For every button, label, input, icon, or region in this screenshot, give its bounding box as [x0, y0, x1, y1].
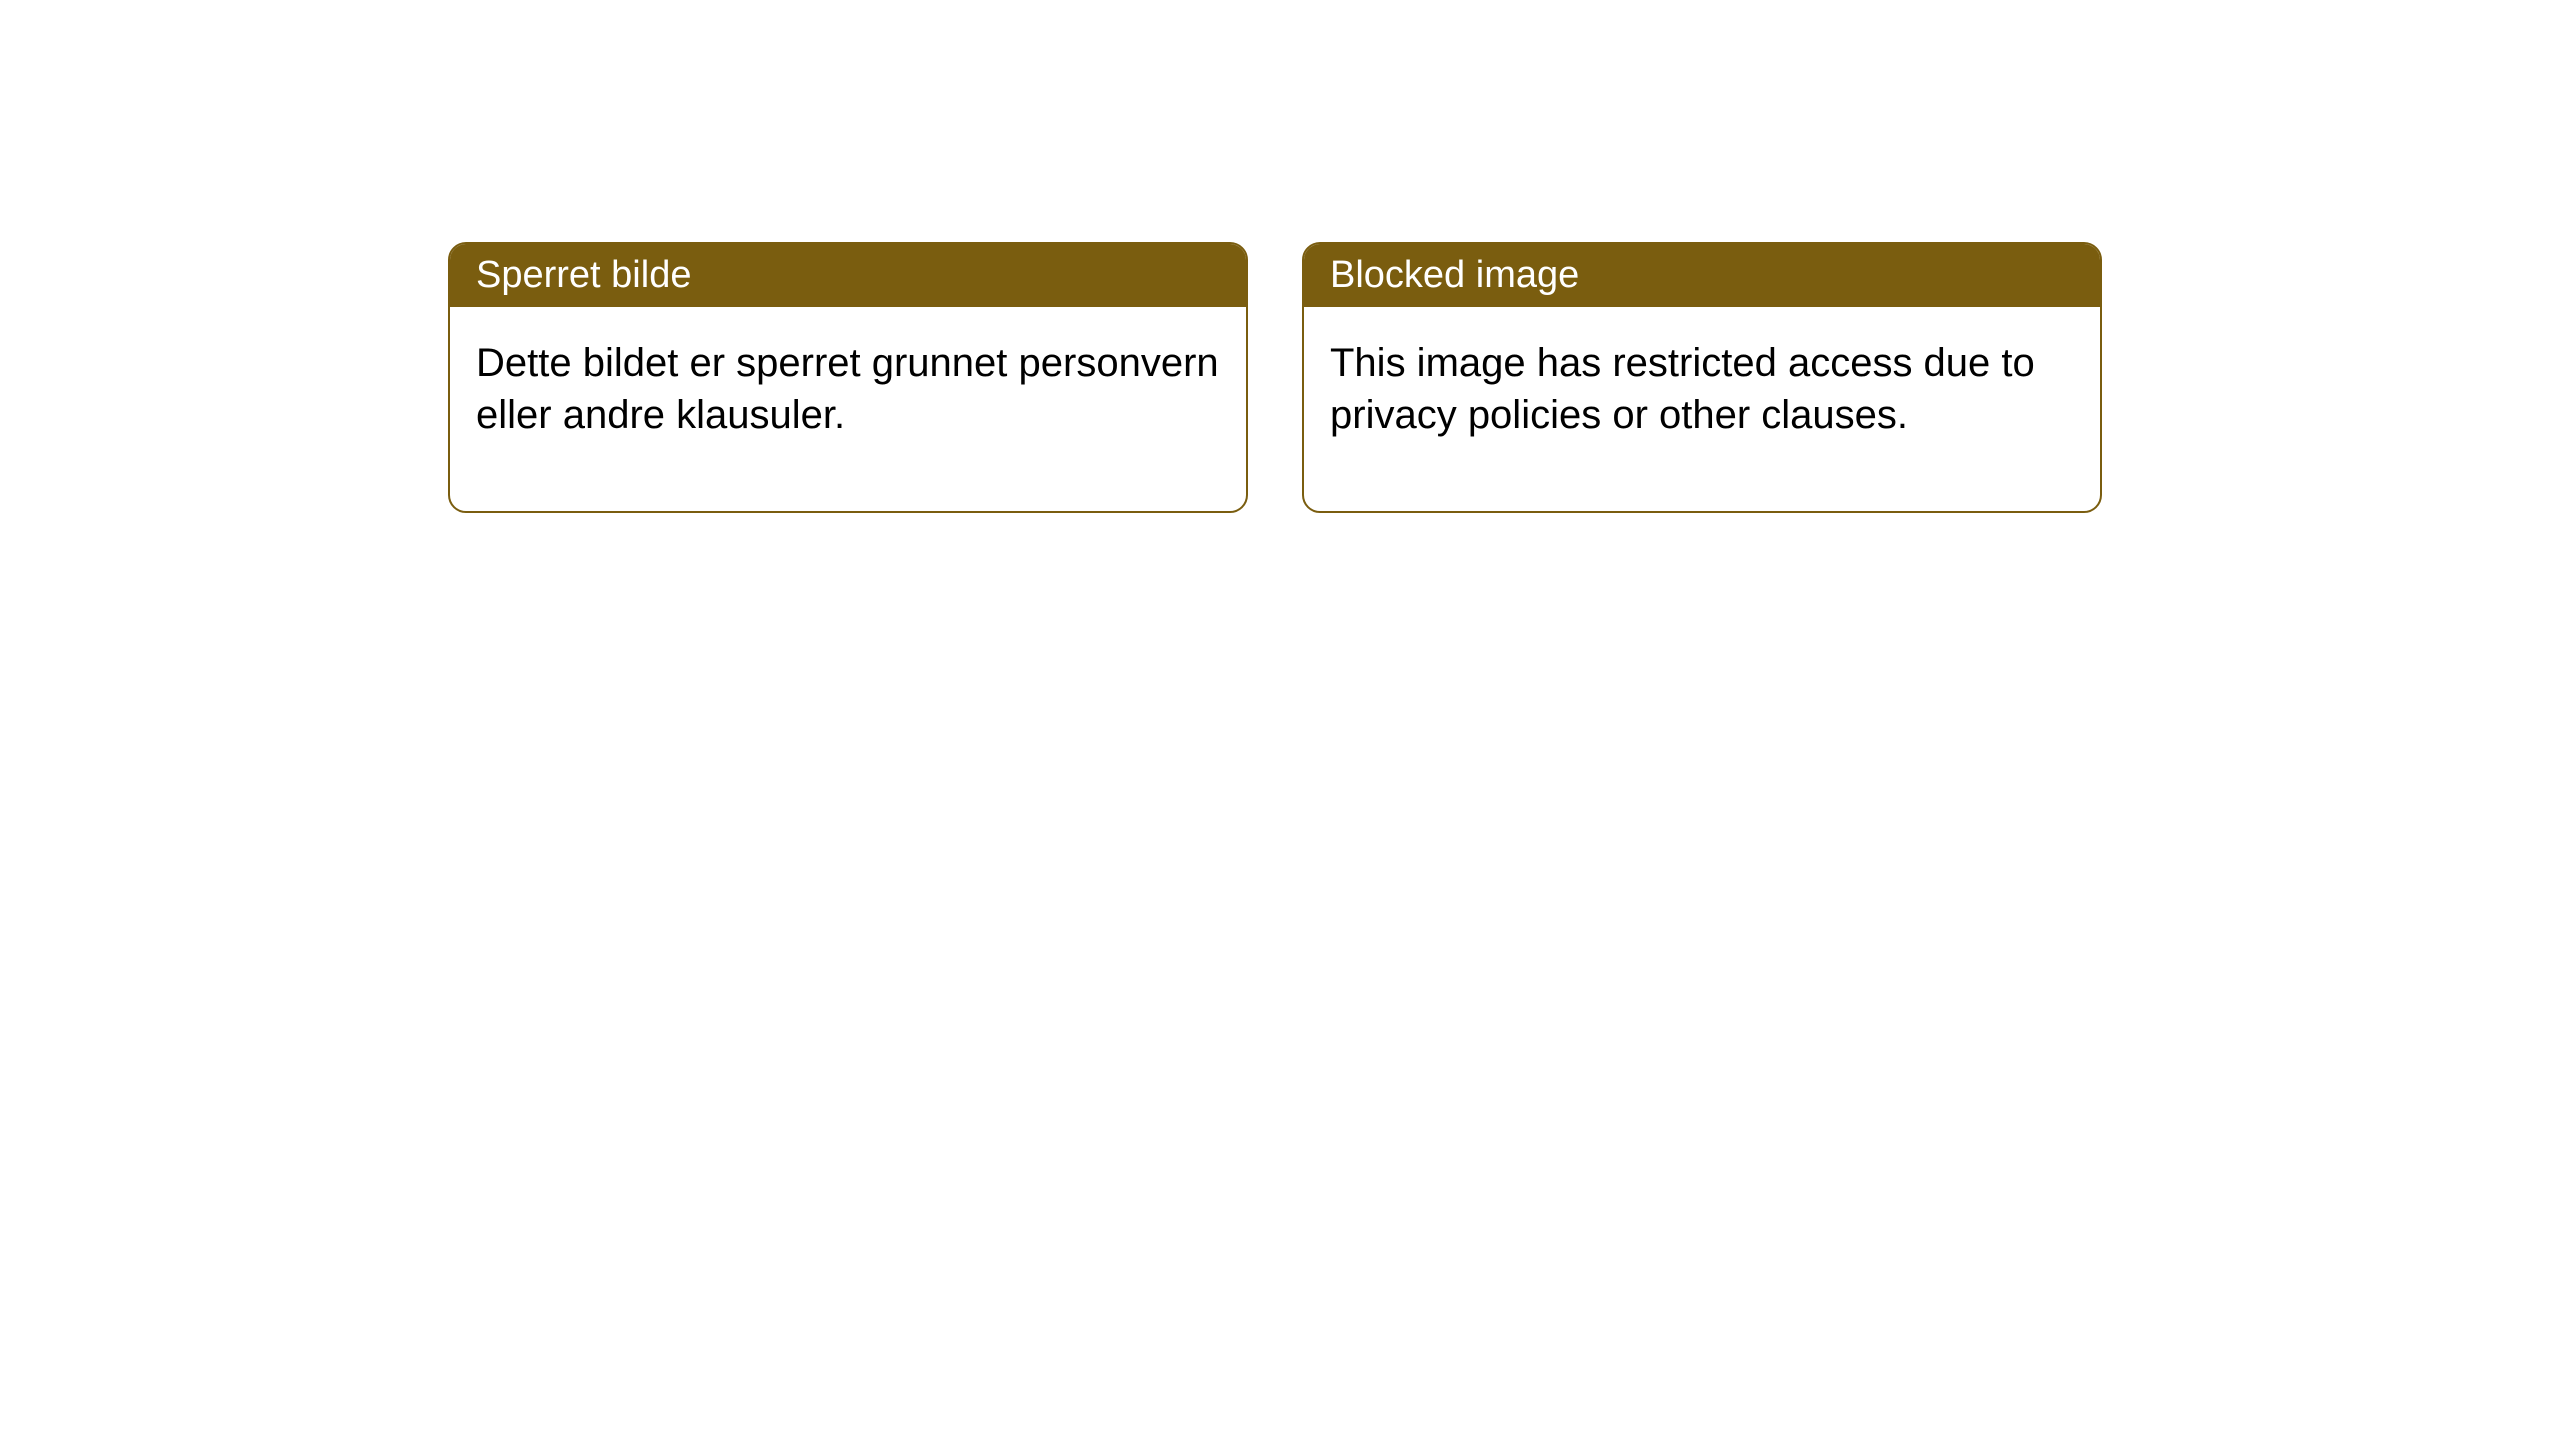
notice-body-text: This image has restricted access due to … — [1304, 307, 2100, 511]
notice-card-norwegian: Sperret bilde Dette bildet er sperret gr… — [448, 242, 1248, 513]
notice-title: Blocked image — [1304, 244, 2100, 307]
notice-card-english: Blocked image This image has restricted … — [1302, 242, 2102, 513]
notice-title: Sperret bilde — [450, 244, 1246, 307]
notice-cards-row: Sperret bilde Dette bildet er sperret gr… — [448, 242, 2102, 513]
notice-body-text: Dette bildet er sperret grunnet personve… — [450, 307, 1246, 511]
